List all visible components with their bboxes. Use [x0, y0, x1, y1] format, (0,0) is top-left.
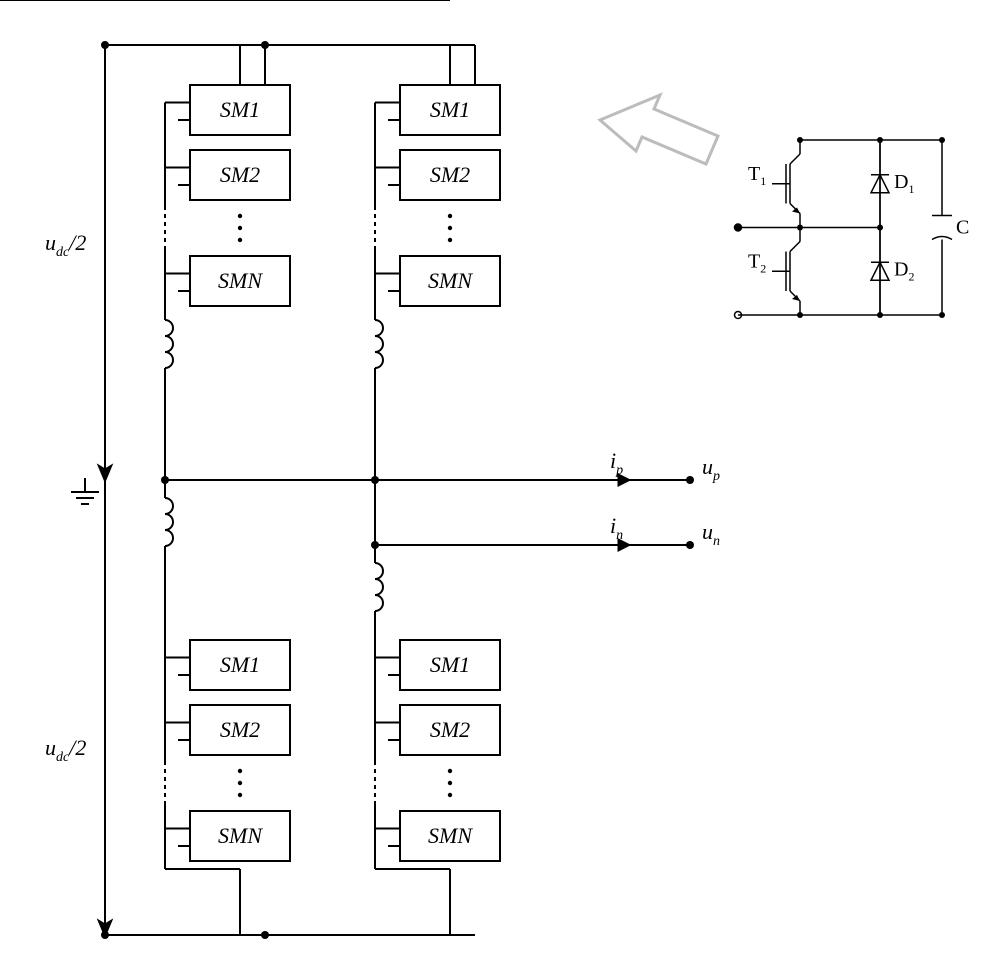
- svg-text:udc/2: udc/2: [45, 735, 86, 765]
- svg-text:T1: T1: [748, 163, 766, 188]
- svg-text:SM2: SM2: [430, 717, 470, 742]
- svg-text:SM2: SM2: [220, 717, 260, 742]
- svg-text:D2: D2: [894, 258, 914, 283]
- svg-text:SM1: SM1: [220, 97, 260, 122]
- svg-text:C: C: [956, 217, 969, 239]
- svg-text:up: up: [702, 454, 720, 484]
- svg-text:D1: D1: [894, 171, 914, 196]
- svg-text:SMN: SMN: [428, 823, 473, 848]
- svg-text:SM2: SM2: [220, 162, 260, 187]
- svg-text:SM1: SM1: [430, 97, 470, 122]
- svg-text:SM1: SM1: [430, 652, 470, 677]
- svg-text:ip: ip: [610, 448, 623, 478]
- svg-text:T2: T2: [748, 250, 766, 275]
- svg-text:in: in: [610, 513, 623, 543]
- svg-text:udc/2: udc/2: [45, 230, 86, 260]
- svg-text:SMN: SMN: [218, 268, 263, 293]
- svg-text:SM2: SM2: [430, 162, 470, 187]
- svg-text:SMN: SMN: [428, 268, 473, 293]
- svg-text:SMN: SMN: [218, 823, 263, 848]
- svg-text:un: un: [702, 519, 720, 549]
- svg-text:SM1: SM1: [220, 652, 260, 677]
